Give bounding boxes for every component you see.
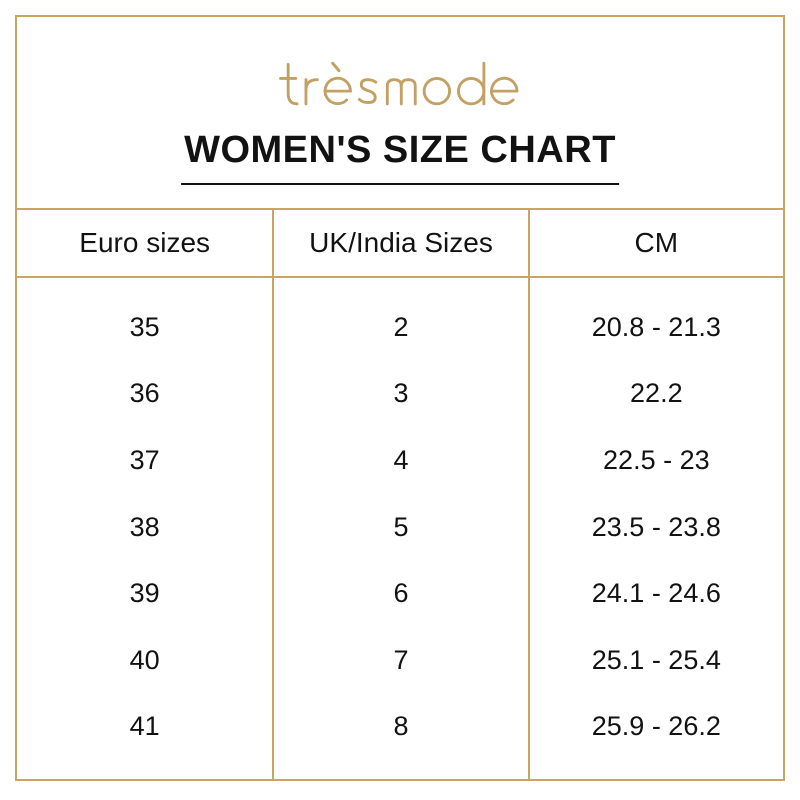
cell-euro: 38 — [129, 511, 160, 542]
table-body: 35 36 37 38 39 40 41 2 3 4 5 6 7 8 20.8 … — [17, 278, 783, 779]
tresmode-logo-svg: trèsmode — [279, 61, 519, 106]
cell-cm: 25.9 - 26.2 — [591, 711, 721, 742]
cell-uk: 4 — [393, 444, 409, 475]
column-euro-sizes: 35 36 37 38 39 40 41 — [17, 278, 272, 779]
column-uk-india-sizes: 2 3 4 5 6 7 8 — [272, 278, 527, 779]
cell-uk: 7 — [393, 644, 409, 675]
cell-cm: 20.8 - 21.3 — [591, 311, 721, 342]
cell-uk: 2 — [393, 311, 409, 342]
cell-euro: 36 — [129, 378, 160, 409]
cell-uk: 8 — [393, 711, 409, 742]
cell-uk: 3 — [393, 378, 409, 409]
column-cm: 20.8 - 21.3 22.2 22.5 - 23 23.5 - 23.8 2… — [527, 278, 783, 779]
column-header-euro-sizes: Euro sizes — [79, 227, 211, 258]
size-chart-table: Euro sizes UK/India Sizes CM 35 36 37 38… — [17, 208, 783, 779]
column-header-uk-india-sizes: UK/India Sizes — [272, 210, 527, 276]
cell-euro: 40 — [129, 644, 160, 675]
cell-uk: 5 — [393, 511, 409, 542]
cell-cm: 22.2 — [630, 378, 683, 409]
cell-cm: 25.1 - 25.4 — [591, 644, 721, 675]
tresmode-logo: trèsmode — [272, 53, 528, 114]
column-header-cm: CM — [527, 210, 783, 276]
cell-euro: 41 — [129, 711, 160, 742]
gold-frame: trèsmode WOMEN'S SIZE CHART — [15, 15, 785, 781]
cell-cm: 22.5 - 23 — [603, 444, 710, 475]
cell-cm: 24.1 - 24.6 — [591, 578, 721, 609]
cell-cm: 23.5 - 23.8 — [591, 511, 721, 542]
cell-euro: 37 — [129, 444, 160, 475]
cell-euro: 39 — [129, 578, 160, 609]
table-header-row: Euro sizes UK/India Sizes CM — [17, 208, 783, 278]
cell-euro: 35 — [129, 311, 160, 342]
cell-uk: 6 — [393, 578, 409, 609]
page-title: WOMEN'S SIZE CHART — [181, 129, 619, 185]
